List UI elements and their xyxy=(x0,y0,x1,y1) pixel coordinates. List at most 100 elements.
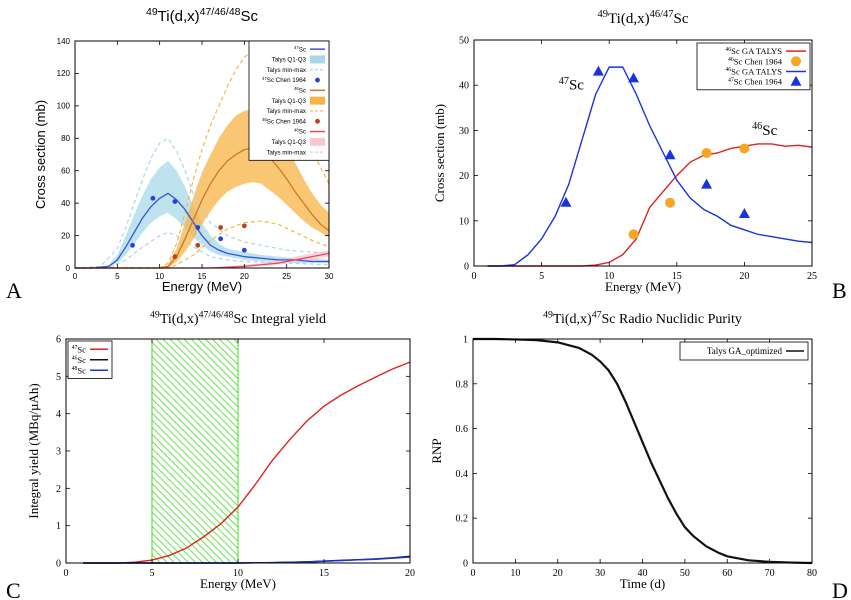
y-tick-label-1: 1 xyxy=(56,521,61,532)
legend-label-1: 46Sc xyxy=(72,355,87,365)
legend-label-0: 47Sc xyxy=(72,344,87,354)
legend-label-2: Talys min-max xyxy=(266,67,306,74)
y-tick-label-1: 10 xyxy=(459,216,469,227)
point-46sc-chen-1964-2 xyxy=(218,225,224,230)
legend-label-1-base: Sc xyxy=(77,355,86,365)
y-tick-label-6: 6 xyxy=(56,335,61,346)
x-tick-label-5: 50 xyxy=(680,568,690,579)
legend-label-0-base: Sc xyxy=(299,46,306,53)
annotation-1: 46Sc xyxy=(752,121,778,139)
x-tick-label-0: 0 xyxy=(472,271,477,282)
x-axis-label: Energy (MeV) xyxy=(162,279,242,294)
legend-label-8: 48Sc xyxy=(294,127,306,135)
legend-label-5: Talys Q1-Q3 xyxy=(272,98,307,105)
legend-label-4-base: Sc xyxy=(299,88,306,95)
x-tick-label-0: 0 xyxy=(471,568,476,579)
legend-label-2: 48Sc xyxy=(72,365,87,375)
legend-label-10: Talys min-max xyxy=(266,149,306,156)
y-tick-label-4: 80 xyxy=(61,134,70,143)
point-46sc-chen-1964-3 xyxy=(241,223,247,229)
y-tick-label-3: 3 xyxy=(56,447,61,458)
legend-label-3: 47Sc Chen 1964 xyxy=(728,77,783,87)
chart-title: 49Ti(d,x)47Sc Radio Nuclidic Purity xyxy=(543,309,742,327)
point-46sc-chen-1964-0 xyxy=(628,229,639,240)
x-tick-label-6: 30 xyxy=(325,272,334,281)
point-47sc-chen-1964-0 xyxy=(130,242,135,248)
chart-title-part-1: Ti(d,x) xyxy=(608,11,650,27)
y-tick-label-3: 0.6 xyxy=(456,424,469,435)
legend-swatch-3 xyxy=(315,77,320,83)
legend-label-7-base: Sc Chen 1964 xyxy=(267,118,307,125)
y-tick-label-4: 4 xyxy=(56,409,61,420)
chart-title-part-3: Sc Radio Nuclidic Purity xyxy=(601,312,741,327)
chart-title: 49Ti(d,x)46/47Sc xyxy=(598,9,689,27)
y-tick-label-4: 0.8 xyxy=(456,379,469,390)
legend-label-1-base: Sc Chen 1964 xyxy=(734,56,783,66)
y-tick-label-5: 50 xyxy=(459,36,469,47)
x-axis-label: Energy (MeV) xyxy=(605,279,681,294)
series-line-46sc xyxy=(75,147,330,269)
y-axis-label: Cross section (mb) xyxy=(432,104,447,202)
y-tick-label-0: 0 xyxy=(463,559,468,570)
annotation-0-sup: 47 xyxy=(559,76,569,87)
chart-title-part-3: Sc Integral yield xyxy=(233,312,326,327)
panel-letter-a: A xyxy=(6,278,22,303)
y-tick-label-1: 0.2 xyxy=(456,514,469,525)
x-tick-label-6: 60 xyxy=(722,568,732,579)
legend-swatch-7 xyxy=(315,118,320,124)
annotation-0: 47Sc xyxy=(559,76,585,94)
legend-label-0: Talys GA_optimized xyxy=(707,346,783,356)
legend-label-9: Talys Q1-Q3 xyxy=(272,139,307,146)
legend-label-2-base: Sc GA TALYS xyxy=(731,67,782,77)
annotation-0-base: Sc xyxy=(569,78,584,94)
point-46sc-chen-1964-1 xyxy=(195,242,201,248)
y-tick-label-2: 0.4 xyxy=(456,469,469,480)
x-tick-label-5: 25 xyxy=(807,271,817,282)
legend-label-3-base: Sc Chen 1964 xyxy=(267,77,307,84)
x-tick-label-4: 20 xyxy=(405,568,415,579)
chart-panel-b: 0 5 10 15 20 25 0 10 20 30 40 50 Energy (MeV) Cross s… xyxy=(432,9,817,294)
plot-frame xyxy=(473,39,813,267)
point-47sc-chen-1964-1 xyxy=(150,195,156,201)
chart-title-part-2: 46/47 xyxy=(650,9,674,20)
legend-label-6: Talys min-max xyxy=(266,108,306,115)
chart-panel-a: 0 5 10 15 20 25 30 0 20 40 60 80 100 120 140 Energy (Me… xyxy=(33,6,334,294)
legend-label-0-base: Sc GA TALYS xyxy=(731,46,782,56)
x-tick-label-3: 15 xyxy=(672,271,682,282)
legend-label-0-sup: 47 xyxy=(294,45,299,50)
x-tick-label-5: 25 xyxy=(282,272,291,281)
x-axis-label: Time (d) xyxy=(620,576,665,591)
point-47sc-chen-1964-5 xyxy=(241,247,247,253)
legend-label-3: 47Sc Chen 1964 xyxy=(262,76,306,84)
y-tick-label-0: 0 xyxy=(56,559,61,570)
legend-swatch-1 xyxy=(791,56,801,67)
x-tick-label-1: 5 xyxy=(115,272,120,281)
point-47sc-chen-1964-3 xyxy=(664,149,676,160)
point-46sc-chen-1964-2 xyxy=(701,148,712,158)
point-46sc-chen-1964-3 xyxy=(739,143,750,154)
x-tick-label-2: 10 xyxy=(604,271,614,282)
annotation-1-base: Sc xyxy=(762,123,777,139)
chart-panel-c: 0 5 10 15 20 0 1 2 3 4 5 6 Energy (MeV) Integral yiel… xyxy=(26,309,415,591)
y-tick-label-3: 60 xyxy=(61,167,70,176)
series-line-46sc-ga-talys xyxy=(487,143,813,267)
chart-title-part-0: 49 xyxy=(598,9,609,20)
x-tick-label-1: 5 xyxy=(150,568,155,579)
panel-letter-b: B xyxy=(832,278,847,303)
x-tick-label-3: 15 xyxy=(198,272,207,281)
dashed-47sc-max xyxy=(74,137,330,269)
dashed-47sc-min xyxy=(75,231,330,269)
legend-label-8-sup: 48 xyxy=(294,127,299,132)
x-tick-label-1: 10 xyxy=(510,568,520,579)
y-axis-label: RNP xyxy=(429,438,444,463)
x-tick-label-2: 20 xyxy=(553,568,563,579)
legend-swatch-9 xyxy=(310,137,325,146)
x-tick-label-8: 80 xyxy=(807,568,817,579)
legend-label-2-sup: 48 xyxy=(72,366,78,372)
y-tick-label-7: 140 xyxy=(57,37,71,46)
y-axis-label: Cross section (mb) xyxy=(33,100,48,209)
x-axis-label: Energy (MeV) xyxy=(200,576,276,591)
band-48sc xyxy=(75,250,329,268)
y-tick-label-2: 20 xyxy=(459,171,469,182)
